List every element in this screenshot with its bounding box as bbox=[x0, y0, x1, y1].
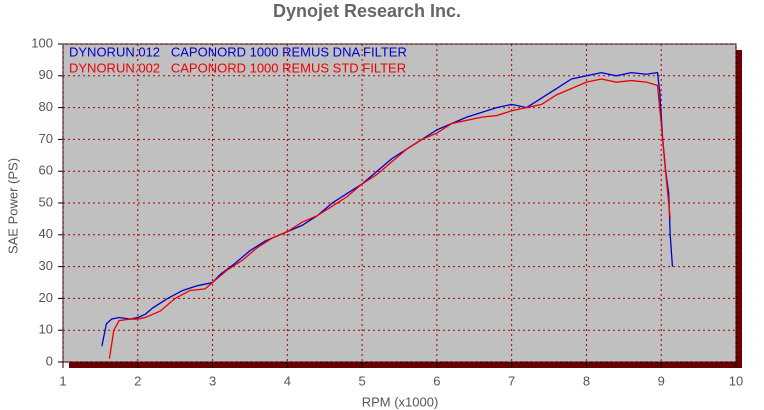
x-tick-label: 6 bbox=[433, 373, 440, 388]
series-line bbox=[101, 71, 674, 347]
y-tick-label: 60 bbox=[39, 163, 53, 178]
y-tick-label: 20 bbox=[39, 290, 53, 305]
y-tick-label: 30 bbox=[39, 258, 53, 273]
y-tick-label: 80 bbox=[39, 99, 53, 114]
x-tick-label: 10 bbox=[729, 373, 743, 388]
x-tick-label: 9 bbox=[658, 373, 665, 388]
y-tick-label: 90 bbox=[39, 67, 53, 82]
y-tick-label: 0 bbox=[46, 353, 53, 368]
x-tick-label: 8 bbox=[583, 373, 590, 388]
y-tick-label: 10 bbox=[39, 322, 53, 337]
legend-entry: DYNORUN.002 CAPONORD 1000 REMUS STD FILT… bbox=[69, 60, 406, 75]
x-tick-label: 5 bbox=[358, 373, 365, 388]
y-tick-label: 70 bbox=[39, 131, 53, 146]
legend-entry: DYNORUN.012 CAPONORD 1000 REMUS DNA FILT… bbox=[69, 44, 407, 59]
chart-title: Dynojet Research Inc. bbox=[273, 1, 461, 21]
x-tick-label: 4 bbox=[284, 373, 291, 388]
y-tick-label: 50 bbox=[39, 194, 53, 209]
x-tick-label: 7 bbox=[508, 373, 515, 388]
y-tick-label: 40 bbox=[39, 226, 53, 241]
series-line bbox=[108, 78, 671, 359]
x-tick-label: 3 bbox=[209, 373, 216, 388]
x-tick-label: 2 bbox=[134, 373, 141, 388]
x-axis-label: RPM (x1000) bbox=[362, 394, 439, 409]
y-axis-label: SAE Power (PS) bbox=[5, 158, 20, 254]
x-tick-label: 1 bbox=[59, 373, 66, 388]
y-tick-label: 100 bbox=[31, 35, 53, 50]
